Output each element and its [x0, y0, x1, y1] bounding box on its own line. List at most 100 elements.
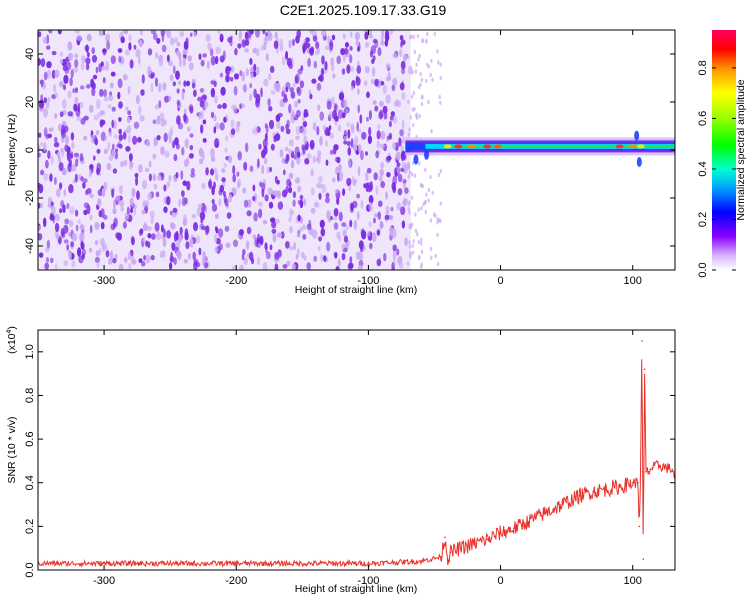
noise-speckle — [131, 255, 135, 262]
noise-speckle — [80, 63, 85, 71]
noise-speckle — [273, 135, 278, 143]
noise-speckle — [185, 241, 190, 250]
noise-speckle — [310, 46, 315, 52]
noise-speckle — [96, 148, 101, 154]
y-tick-label: 0.6 — [24, 431, 36, 446]
noise-speckle — [363, 183, 367, 189]
noise-speckle-sparse — [434, 253, 437, 259]
noise-speckle — [297, 98, 301, 104]
noise-speckle-sparse — [417, 57, 420, 62]
noise-speckle — [95, 66, 99, 74]
noise-speckle — [64, 135, 70, 145]
noise-speckle — [400, 150, 407, 161]
noise-speckle — [379, 168, 384, 177]
noise-speckle — [133, 44, 137, 50]
noise-speckle — [265, 125, 269, 135]
snr-data-point — [605, 488, 608, 491]
noise-speckle — [243, 199, 249, 208]
noise-speckle — [117, 48, 123, 53]
noise-speckle — [297, 214, 301, 222]
noise-speckle — [100, 221, 105, 230]
noise-speckle — [136, 190, 140, 200]
noise-speckle-sparse — [425, 192, 428, 197]
noise-speckle — [103, 148, 108, 154]
noise-speckle — [98, 30, 104, 37]
noise-speckle — [38, 225, 41, 231]
noise-speckle — [377, 47, 382, 57]
noise-speckle-sparse — [414, 228, 418, 233]
noise-speckle-sparse — [412, 239, 415, 244]
noise-speckle — [147, 233, 152, 239]
noise-speckle — [330, 57, 335, 67]
noise-speckle — [181, 91, 185, 101]
noise-speckle — [330, 215, 333, 221]
noise-speckle — [277, 201, 284, 210]
noise-speckle — [69, 77, 73, 87]
noise-speckle — [215, 46, 221, 55]
noise-speckle — [301, 126, 307, 136]
noise-speckle — [302, 146, 306, 155]
noise-speckle — [338, 211, 343, 222]
noise-speckle — [89, 214, 93, 221]
noise-speckle — [102, 77, 106, 84]
noise-speckle — [272, 233, 277, 243]
noise-speckle — [237, 43, 242, 49]
noise-speckle — [74, 53, 79, 59]
noise-speckle — [66, 146, 71, 155]
noise-speckle — [346, 140, 351, 147]
noise-speckle — [47, 133, 53, 139]
noise-speckle — [395, 151, 401, 161]
noise-speckle — [332, 147, 337, 155]
noise-speckle — [189, 106, 194, 114]
noise-speckle — [150, 216, 154, 225]
noise-speckle — [341, 68, 346, 75]
noise-speckle — [236, 120, 241, 127]
noise-speckle — [94, 240, 99, 246]
noise-speckle — [233, 73, 240, 80]
noise-speckle — [112, 208, 117, 215]
noise-speckle — [79, 224, 85, 231]
noise-speckle — [246, 210, 252, 217]
noise-speckle — [396, 162, 401, 167]
noise-speckle — [271, 228, 277, 234]
noise-speckle — [341, 243, 345, 251]
noise-speckle — [133, 121, 140, 129]
noise-speckle — [297, 151, 301, 159]
noise-speckle — [141, 74, 145, 84]
noise-speckle — [400, 60, 406, 70]
noise-speckle — [276, 232, 282, 238]
noise-speckle — [342, 33, 346, 40]
noise-speckle — [126, 206, 130, 215]
noise-speckle — [255, 93, 261, 104]
snr-marks — [38, 340, 675, 568]
noise-speckle — [63, 84, 66, 91]
noise-speckle — [169, 74, 174, 82]
noise-speckle — [46, 239, 51, 249]
noise-speckle — [244, 48, 249, 53]
noise-speckle — [303, 135, 308, 145]
noise-speckle — [331, 96, 335, 105]
noise-speckle — [108, 154, 114, 162]
noise-speckle — [392, 185, 397, 194]
noise-speckle — [284, 158, 289, 164]
noise-speckle — [273, 82, 278, 91]
noise-speckle — [83, 209, 88, 216]
noise-speckle — [282, 169, 286, 176]
noise-speckle — [178, 198, 181, 208]
noise-speckle — [89, 224, 93, 234]
noise-speckle — [82, 181, 86, 189]
noise-speckle — [85, 57, 91, 65]
noise-speckle-sparse — [419, 72, 422, 77]
noise-speckle-sparse — [408, 244, 411, 249]
noise-speckle — [392, 244, 397, 252]
noise-speckle — [343, 47, 349, 55]
noise-speckle — [302, 43, 307, 53]
noise-speckle — [376, 258, 382, 267]
noise-speckle — [53, 83, 56, 93]
noise-speckle — [183, 80, 187, 87]
noise-speckle — [158, 82, 162, 93]
noise-speckle-sparse — [406, 55, 410, 60]
noise-speckle — [263, 145, 268, 155]
noise-speckle — [42, 37, 48, 44]
noise-speckle — [318, 192, 322, 200]
